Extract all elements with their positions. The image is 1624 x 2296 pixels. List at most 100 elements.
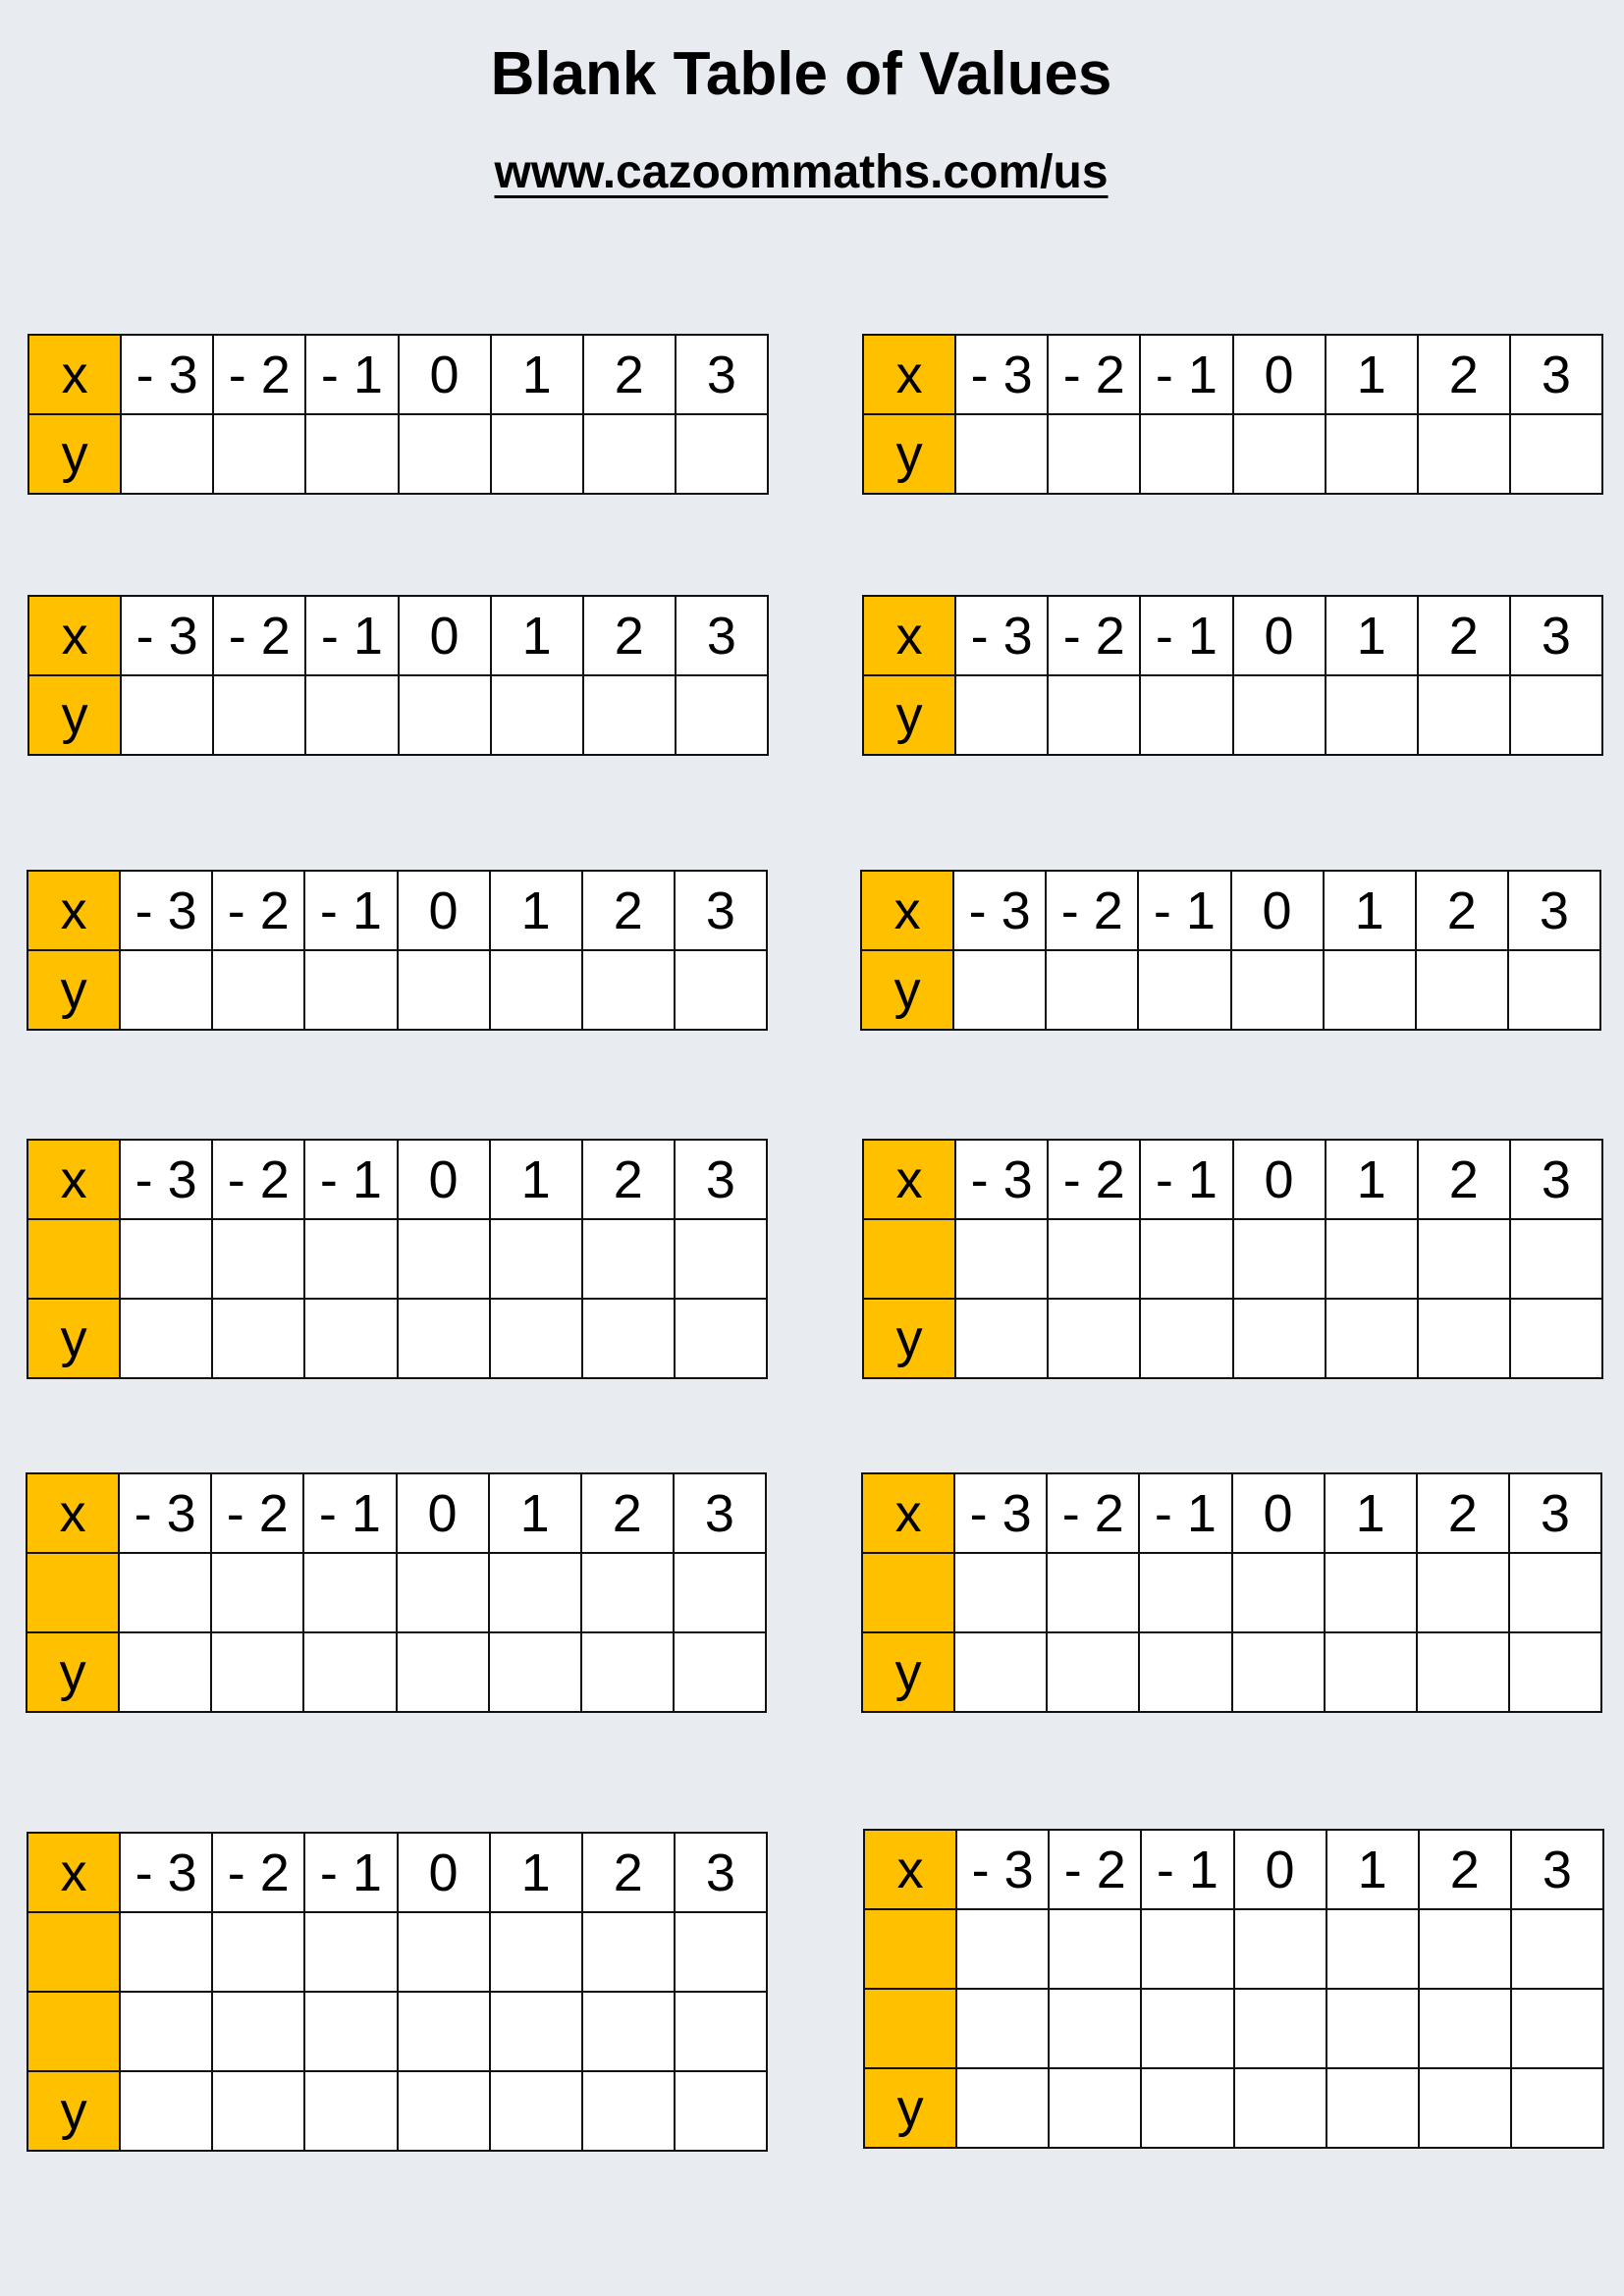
- blank-answer-cell[interactable]: [119, 1991, 214, 2072]
- blank-answer-cell[interactable]: [1048, 1988, 1143, 2069]
- blank-answer-cell[interactable]: [1139, 1218, 1234, 1300]
- blank-answer-cell[interactable]: [581, 674, 677, 756]
- blank-answer-cell[interactable]: [1137, 949, 1232, 1031]
- blank-answer-cell[interactable]: [488, 1298, 583, 1379]
- blank-answer-cell[interactable]: [1417, 1908, 1512, 1990]
- blank-answer-cell[interactable]: [955, 2067, 1051, 2149]
- blank-answer-cell[interactable]: [1508, 413, 1604, 495]
- blank-answer-cell[interactable]: [1509, 1908, 1605, 1990]
- blank-answer-cell[interactable]: [396, 2070, 491, 2152]
- blank-answer-cell[interactable]: [580, 1991, 676, 2072]
- blank-answer-cell[interactable]: [580, 1218, 676, 1300]
- blank-answer-cell[interactable]: [1324, 1218, 1419, 1300]
- blank-answer-cell[interactable]: [211, 2070, 306, 2152]
- blank-answer-cell[interactable]: [1417, 1988, 1512, 2069]
- blank-answer-cell[interactable]: [1324, 413, 1419, 495]
- blank-answer-cell[interactable]: [954, 1298, 1050, 1379]
- blank-answer-cell[interactable]: [303, 2070, 399, 2152]
- blank-answer-cell[interactable]: [1508, 674, 1604, 756]
- blank-answer-cell[interactable]: [1046, 1631, 1141, 1713]
- blank-answer-cell[interactable]: [211, 1298, 306, 1379]
- blank-answer-cell[interactable]: [211, 949, 306, 1031]
- blank-answer-cell[interactable]: [1322, 949, 1417, 1031]
- blank-answer-cell[interactable]: [488, 2070, 583, 2152]
- blank-answer-cell[interactable]: [673, 1991, 769, 2072]
- blank-answer-cell[interactable]: [118, 1552, 213, 1633]
- blank-answer-cell[interactable]: [672, 1552, 768, 1633]
- blank-answer-cell[interactable]: [1139, 413, 1234, 495]
- blank-answer-cell[interactable]: [1416, 413, 1511, 495]
- blank-answer-cell[interactable]: [1507, 1552, 1603, 1633]
- blank-answer-cell[interactable]: [953, 1552, 1049, 1633]
- blank-answer-cell[interactable]: [581, 413, 677, 495]
- blank-answer-cell[interactable]: [397, 674, 492, 756]
- blank-answer-cell[interactable]: [673, 1911, 769, 1993]
- blank-answer-cell[interactable]: [488, 1911, 583, 1993]
- blank-answer-cell[interactable]: [396, 949, 491, 1031]
- blank-answer-cell[interactable]: [1416, 1218, 1511, 1300]
- blank-answer-cell[interactable]: [1325, 1908, 1420, 1990]
- blank-answer-cell[interactable]: [1231, 1218, 1326, 1300]
- blank-answer-cell[interactable]: [211, 1991, 306, 2072]
- blank-answer-cell[interactable]: [1509, 1988, 1605, 2069]
- blank-answer-cell[interactable]: [303, 1991, 399, 2072]
- blank-answer-cell[interactable]: [1509, 2067, 1605, 2149]
- blank-answer-cell[interactable]: [1048, 2067, 1143, 2149]
- blank-answer-cell[interactable]: [673, 2070, 769, 2152]
- blank-answer-cell[interactable]: [955, 1908, 1051, 1990]
- blank-answer-cell[interactable]: [955, 1988, 1051, 2069]
- website-link[interactable]: www.cazoommaths.com/us: [494, 146, 1109, 198]
- blank-answer-cell[interactable]: [487, 1631, 582, 1713]
- blank-answer-cell[interactable]: [579, 1552, 675, 1633]
- blank-answer-cell[interactable]: [302, 1631, 398, 1713]
- blank-answer-cell[interactable]: [1507, 1631, 1603, 1713]
- blank-answer-cell[interactable]: [1323, 1631, 1418, 1713]
- blank-answer-cell[interactable]: [304, 674, 400, 756]
- blank-answer-cell[interactable]: [397, 413, 492, 495]
- blank-answer-cell[interactable]: [1139, 674, 1234, 756]
- blank-answer-cell[interactable]: [1047, 413, 1142, 495]
- blank-answer-cell[interactable]: [580, 2070, 676, 2152]
- blank-answer-cell[interactable]: [673, 1298, 769, 1379]
- blank-answer-cell[interactable]: [395, 1631, 490, 1713]
- blank-answer-cell[interactable]: [211, 1911, 306, 1993]
- blank-answer-cell[interactable]: [1230, 1552, 1326, 1633]
- blank-answer-cell[interactable]: [1045, 949, 1140, 1031]
- blank-answer-cell[interactable]: [488, 949, 583, 1031]
- blank-answer-cell[interactable]: [489, 674, 584, 756]
- blank-answer-cell[interactable]: [1047, 1298, 1142, 1379]
- blank-answer-cell[interactable]: [954, 413, 1050, 495]
- blank-answer-cell[interactable]: [1230, 1631, 1326, 1713]
- blank-answer-cell[interactable]: [118, 1631, 213, 1713]
- blank-answer-cell[interactable]: [212, 674, 307, 756]
- blank-answer-cell[interactable]: [120, 413, 215, 495]
- blank-answer-cell[interactable]: [580, 1911, 676, 1993]
- blank-answer-cell[interactable]: [673, 949, 769, 1031]
- blank-answer-cell[interactable]: [1324, 1298, 1419, 1379]
- blank-answer-cell[interactable]: [487, 1552, 582, 1633]
- blank-answer-cell[interactable]: [396, 1298, 491, 1379]
- blank-answer-cell[interactable]: [1138, 1552, 1233, 1633]
- blank-answer-cell[interactable]: [1324, 674, 1419, 756]
- blank-answer-cell[interactable]: [672, 1631, 768, 1713]
- blank-answer-cell[interactable]: [580, 1298, 676, 1379]
- blank-answer-cell[interactable]: [953, 1631, 1049, 1713]
- blank-answer-cell[interactable]: [1229, 949, 1325, 1031]
- blank-answer-cell[interactable]: [673, 1218, 769, 1300]
- blank-answer-cell[interactable]: [1506, 949, 1602, 1031]
- blank-answer-cell[interactable]: [211, 1218, 306, 1300]
- blank-answer-cell[interactable]: [119, 1911, 214, 1993]
- blank-answer-cell[interactable]: [1508, 1218, 1604, 1300]
- blank-answer-cell[interactable]: [396, 1911, 491, 1993]
- blank-answer-cell[interactable]: [119, 1298, 214, 1379]
- blank-answer-cell[interactable]: [210, 1631, 305, 1713]
- blank-answer-cell[interactable]: [954, 674, 1050, 756]
- blank-answer-cell[interactable]: [302, 1552, 398, 1633]
- blank-answer-cell[interactable]: [1415, 1552, 1510, 1633]
- blank-answer-cell[interactable]: [1046, 1552, 1141, 1633]
- blank-answer-cell[interactable]: [1415, 1631, 1510, 1713]
- blank-answer-cell[interactable]: [1138, 1631, 1233, 1713]
- blank-answer-cell[interactable]: [119, 2070, 214, 2152]
- blank-answer-cell[interactable]: [303, 1911, 399, 1993]
- blank-answer-cell[interactable]: [1232, 2067, 1327, 2149]
